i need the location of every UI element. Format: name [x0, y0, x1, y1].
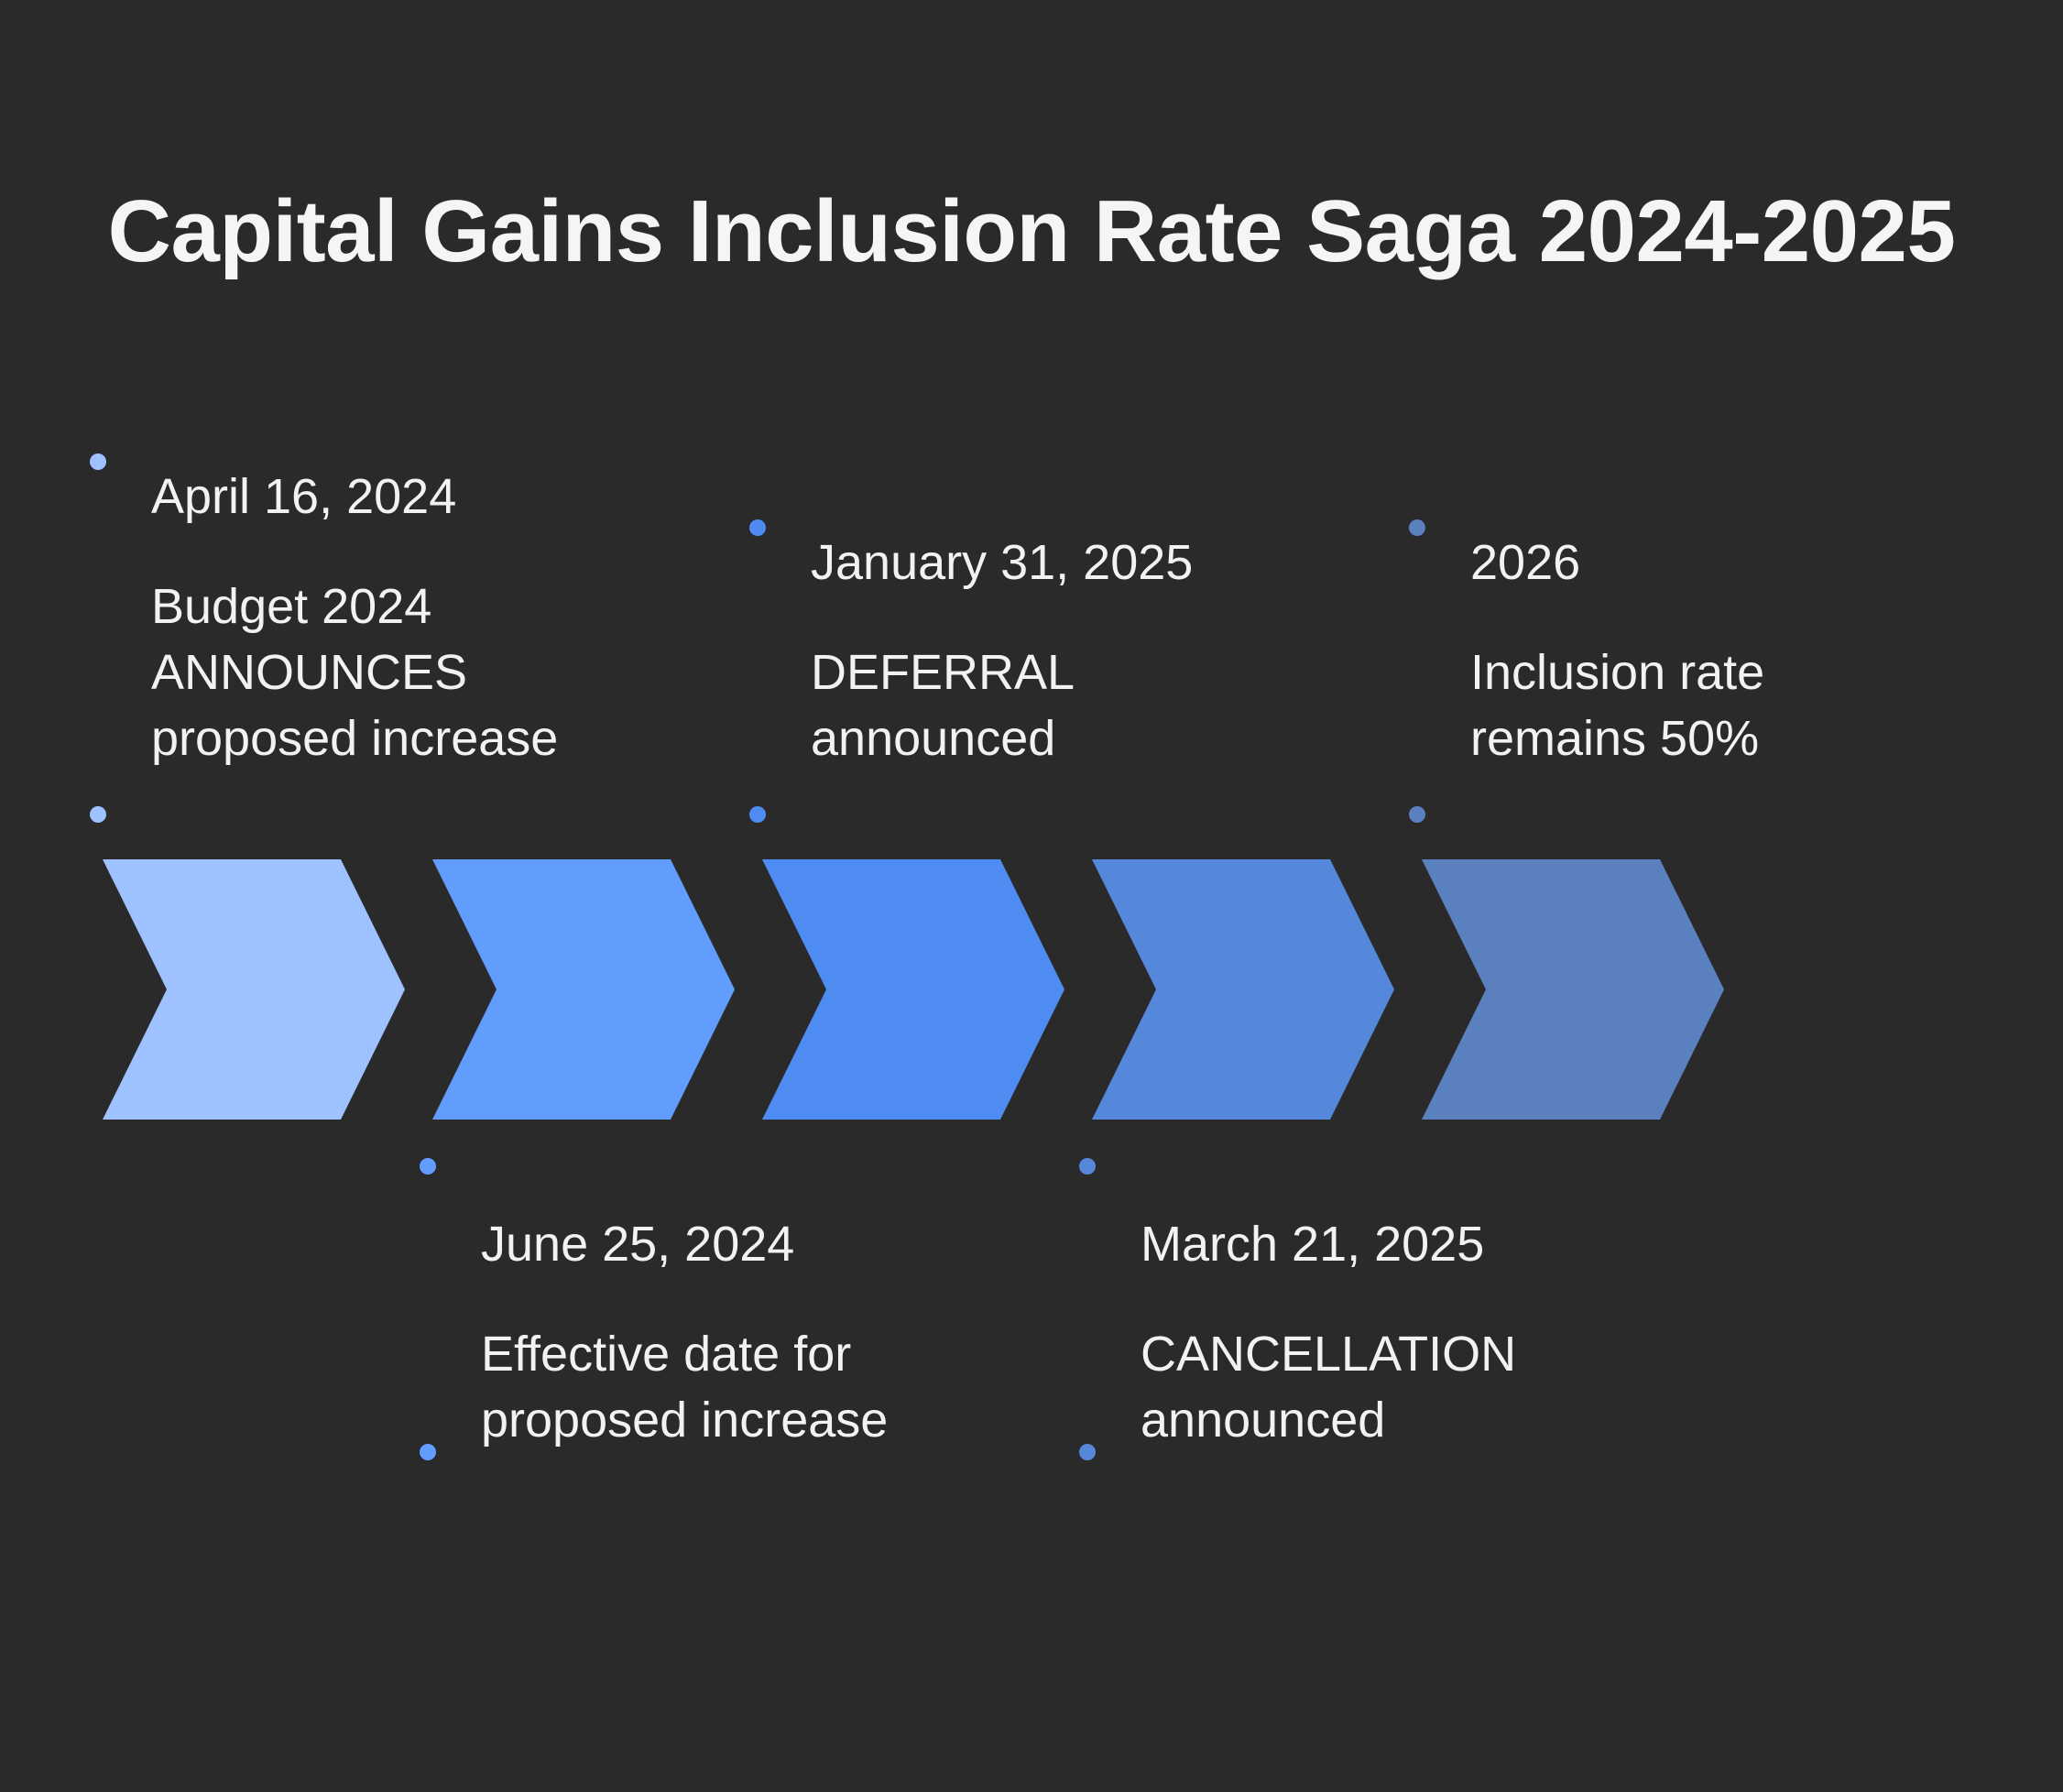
event-5-line-2: remains 50% — [1470, 711, 1760, 766]
event-3-description: DEFERRAL announced — [811, 639, 1324, 771]
event-3-line-2: announced — [811, 711, 1056, 766]
event-5: 2026 Inclusion rate remains 50% — [1470, 530, 1983, 771]
event-1-line-1: Budget 2024 — [151, 579, 432, 634]
event-5-top-dot — [1409, 519, 1425, 536]
event-1-line-3: proposed increase — [151, 711, 559, 766]
event-4-line-2: announced — [1141, 1393, 1386, 1448]
event-2-description: Effective date for proposed increase — [481, 1321, 994, 1453]
event-3-date: January 31, 2025 — [811, 535, 1194, 590]
event-4: March 21, 2025 CANCELLATION announced — [1141, 1211, 1654, 1453]
event-5-bottom-dot — [1409, 806, 1425, 823]
event-4-date: March 21, 2025 — [1141, 1217, 1485, 1272]
event-2-line-2: proposed increase — [481, 1393, 889, 1448]
event-1-bottom-dot — [90, 806, 106, 823]
event-2: June 25, 2024 Effective date for propose… — [481, 1211, 994, 1453]
event-1: April 16, 2024 Budget 2024 ANNOUNCES pro… — [151, 464, 664, 771]
event-1-top-dot — [90, 453, 106, 470]
chevron-step-1 — [103, 859, 405, 1120]
event-5-date: 2026 — [1470, 535, 1581, 590]
event-2-top-dot — [420, 1158, 436, 1175]
event-1-description: Budget 2024 ANNOUNCES proposed increase — [151, 574, 664, 771]
event-2-line-1: Effective date for — [481, 1327, 852, 1382]
chevron-step-5 — [1422, 859, 1724, 1120]
event-4-description: CANCELLATION announced — [1141, 1321, 1654, 1453]
event-3-bottom-dot — [749, 806, 766, 823]
event-1-date: April 16, 2024 — [151, 469, 457, 524]
event-1-line-2: ANNOUNCES — [151, 645, 468, 700]
event-3-top-dot — [749, 519, 766, 536]
event-2-date: June 25, 2024 — [481, 1217, 795, 1272]
chevron-step-4 — [1092, 859, 1394, 1120]
event-3-line-1: DEFERRAL — [811, 645, 1075, 700]
event-4-line-1: CANCELLATION — [1141, 1327, 1517, 1382]
event-3: January 31, 2025 DEFERRAL announced — [811, 530, 1324, 771]
chevron-step-3 — [762, 859, 1064, 1120]
event-4-bottom-dot — [1079, 1444, 1096, 1460]
page-title: Capital Gains Inclusion Rate Saga 2024-2… — [107, 182, 1956, 280]
chevron-step-2 — [432, 859, 735, 1120]
event-4-top-dot — [1079, 1158, 1096, 1175]
event-5-line-1: Inclusion rate — [1470, 645, 1765, 700]
event-2-bottom-dot — [420, 1444, 436, 1460]
event-5-description: Inclusion rate remains 50% — [1470, 639, 1983, 771]
